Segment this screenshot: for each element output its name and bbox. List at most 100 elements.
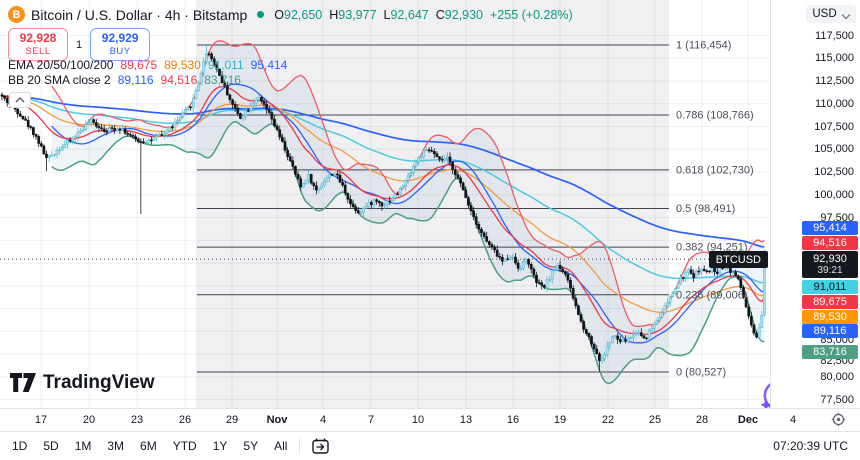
toolbar-divider	[299, 438, 301, 454]
chevron-down-icon	[843, 11, 850, 18]
buy-button[interactable]: 92,929 BUY	[90, 28, 151, 61]
chevron-up-icon	[15, 97, 25, 103]
price-level-chip: 89,530	[802, 310, 858, 324]
time-tick-label: 7	[367, 414, 375, 426]
trade-buttons-row: 92,928 SELL 1 92,929 BUY	[8, 28, 151, 61]
range-button-5D[interactable]: 5D	[43, 439, 59, 453]
indicator-name: EMA 20/50/100/200	[8, 58, 114, 72]
currency-label: USD	[812, 8, 837, 20]
indicator-value: 89,116	[117, 73, 154, 87]
range-button-3M[interactable]: 3M	[107, 439, 125, 453]
sell-price: 92,928	[19, 31, 57, 45]
market-status-dot-icon	[257, 11, 265, 18]
price-tick-label: 80,000	[820, 370, 854, 383]
range-button-5Y[interactable]: 5Y	[243, 439, 259, 453]
bitcoin-icon: B	[8, 6, 25, 23]
utc-clock-label: 07:20:39 UTC	[773, 439, 848, 453]
time-tick-label: 17	[34, 414, 48, 426]
last-price-countdown-chip: 92,930 39:21	[802, 251, 858, 278]
gear-icon	[831, 412, 846, 427]
time-tick-label: 23	[130, 414, 144, 426]
fib-level-label: 0.618 (102,730)	[676, 164, 754, 176]
time-tick-label: 20	[82, 414, 96, 426]
chart-header: B Bitcoin / U.S. Dollar · 4h · Bitstamp …	[8, 6, 573, 23]
price-tick-label: 115,000	[815, 52, 854, 65]
fib-level-label: 0.786 (108,766)	[676, 110, 754, 122]
ohlc-item: O92,650	[274, 7, 323, 22]
time-tick-label: 26	[178, 414, 192, 426]
time-tick-label: 4	[789, 414, 797, 426]
price-tick-label: 102,500	[814, 166, 854, 179]
indicator-name: BB 20 SMA close 2	[8, 73, 111, 87]
time-axis[interactable]: 17 20 23 26 29 Nov 4 7 10 13 16 19 22 25 28 Dec 4	[0, 408, 860, 432]
price-tick-label: 77,500	[820, 393, 854, 406]
price-level-chip: 89,116	[802, 324, 858, 338]
price-level-chip: 91,011	[802, 280, 858, 294]
range-button-1M[interactable]: 1M	[74, 439, 92, 453]
time-tick-label: Nov	[266, 414, 288, 426]
time-tick-label: 22	[601, 414, 615, 426]
price-tick-label: 100,000	[814, 188, 854, 201]
change-value: +255 (+0.28%)	[489, 7, 573, 22]
indicator-value: 89,675	[120, 58, 158, 72]
range-button-6M[interactable]: 6M	[140, 439, 157, 453]
indicator-row-ema[interactable]: EMA 20/50/100/200 89,675 89,530 91,011 95,41…	[8, 58, 287, 72]
fib-level-label: 0.382 (94,251)	[676, 242, 748, 254]
price-tick-label: 105,000	[814, 143, 854, 156]
indicator-value: 89,530	[164, 58, 201, 72]
bottom-toolbar: 1D 5D 1M 3M 6M YTD 1Y 5Y All 07:20:39 UTC	[0, 431, 860, 460]
price-axis[interactable]: USD 117,500 115,000 112,500 110,000 107,500 1…	[770, 0, 860, 408]
indicator-row-bb[interactable]: BB 20 SMA close 2 89,116 94,516 83,716	[8, 73, 241, 87]
price-tick-label: 117,500	[815, 29, 854, 42]
indicator-value: 95,414	[250, 58, 288, 72]
btcusd-price-tag: BTCUSD	[708, 251, 768, 268]
ohlc-item: C92,930	[435, 7, 483, 22]
fib-level-label: 0 (80,527)	[676, 367, 726, 379]
collapse-indicators-button[interactable]	[9, 92, 31, 108]
fib-level-label: 1 (116,454)	[676, 40, 731, 52]
price-tick-label: 110,000	[815, 97, 854, 110]
price-level-chip: 95,414	[802, 221, 858, 235]
symbol-title[interactable]: Bitcoin / U.S. Dollar · 4h · Bitstamp	[31, 6, 248, 23]
time-tick-label: 13	[459, 414, 473, 426]
calendar-icon	[312, 438, 330, 454]
sell-button[interactable]: 92,928 SELL	[8, 28, 68, 61]
ohlc-item: L92,647	[383, 7, 429, 22]
buy-price: 92,929	[101, 31, 139, 45]
timezone-settings-button[interactable]	[831, 412, 846, 432]
indicator-value: 91,011	[207, 58, 244, 72]
currency-selector[interactable]: USD	[806, 5, 856, 23]
watermark-label: TradingView	[43, 372, 155, 393]
time-tick-label: 16	[506, 414, 520, 426]
range-button-1Y[interactable]: 1Y	[212, 439, 228, 453]
range-button-1D[interactable]: 1D	[12, 439, 28, 453]
tradingview-logo-icon	[10, 373, 36, 392]
indicator-value: 83,716	[204, 73, 241, 87]
fib-level-label: 0.236 (89,006)	[676, 289, 748, 301]
time-tick-label: 25	[648, 414, 662, 426]
range-button-All[interactable]: All	[274, 439, 288, 453]
time-tick-label: 29	[225, 414, 239, 426]
range-button-YTD[interactable]: YTD	[172, 439, 197, 453]
ohlc-values: O92,650 H93,977 L92,647 C92,930 +255 (+0.28%…	[274, 8, 572, 22]
time-tick-label: 19	[553, 414, 567, 426]
spread-value: 1	[76, 38, 83, 51]
time-tick-label: Dec	[737, 414, 759, 426]
time-tick-label: 10	[411, 414, 425, 426]
range-selector: 1D 5D 1M 3M 6M YTD 1Y 5Y All	[12, 439, 287, 453]
price-tick-label: 112,500	[815, 75, 854, 88]
price-level-chip: 89,675	[802, 295, 858, 309]
sell-label: SELL	[25, 46, 51, 57]
price-tick-label: 97,500	[820, 211, 854, 224]
buy-label: BUY	[109, 46, 131, 57]
tradingview-watermark: TradingView	[10, 372, 155, 394]
go-to-date-button[interactable]	[312, 438, 330, 454]
time-tick-label: 4	[319, 414, 327, 426]
ohlc-item: H93,977	[329, 7, 377, 22]
price-chart[interactable]: 1 (116,454) 0.786 (108,766) 0.618 (102,730…	[0, 0, 770, 408]
indicator-value: 94,516	[160, 73, 198, 87]
price-level-chip: 83,716	[802, 345, 858, 359]
price-tick-label: 107,500	[814, 120, 854, 133]
price-level-chip: 94,516	[802, 236, 858, 250]
